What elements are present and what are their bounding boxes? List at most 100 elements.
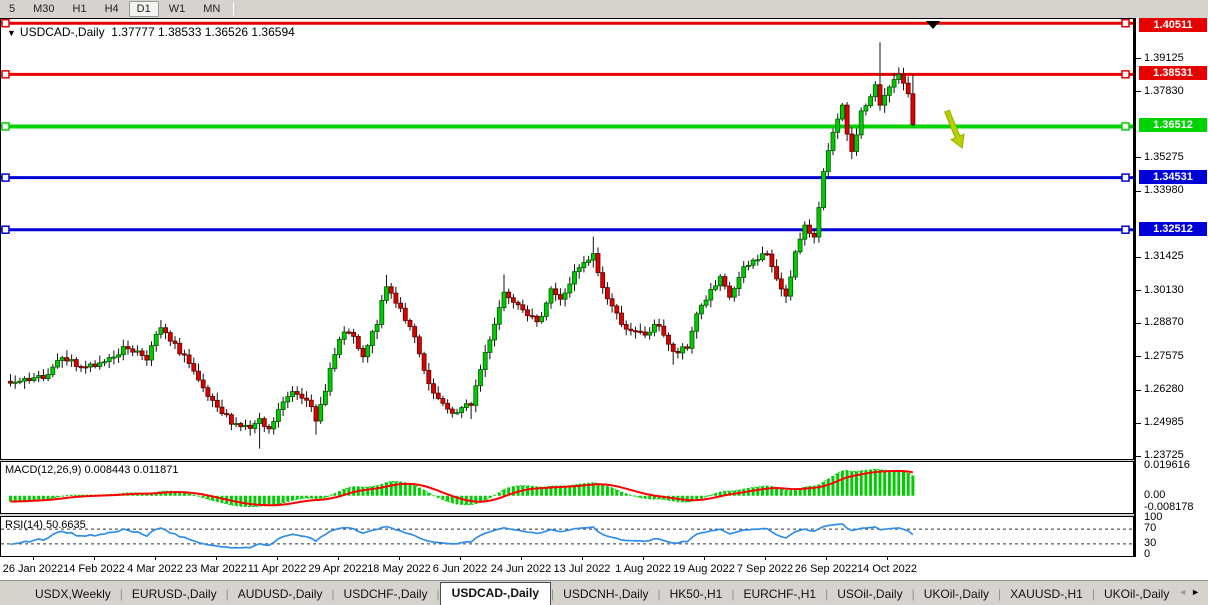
price-badge-1.32512: 1.32512 [1139,221,1207,236]
candle [41,369,46,382]
tab-separator: | [998,587,1002,601]
chart-title-symbol: USDCAD-,Daily [19,25,105,39]
price-line-1.40511[interactable] [1,19,1133,28]
candle [402,302,408,324]
candle [454,408,460,415]
line-handle[interactable] [1121,173,1130,182]
macd-canvas[interactable] [1,462,1133,513]
line-handle[interactable] [1,70,10,79]
candle [280,396,286,416]
timeframe-button-M30[interactable]: M30 [33,3,55,15]
price-axis[interactable]: 1.39125 1.37830 1.35275 1.33980 1.31425 1.301… [1134,18,1208,560]
candle [294,386,300,400]
candle [703,295,709,308]
tab-xauusd-h1[interactable]: XAUUSD-,H1 [1010,587,1083,601]
line-handle[interactable] [1,19,10,28]
candle [210,393,216,408]
price-line-1.32512[interactable] [1,225,1133,234]
candle [243,419,248,431]
price-tick-label: 1.30130 [1144,283,1184,296]
timeframe-button-MN[interactable]: MN [203,3,221,15]
price-line-1.34531[interactable] [1,173,1133,182]
tab-usdx-weekly[interactable]: USDX,Weekly [35,587,111,601]
candle [238,421,244,432]
line-handle[interactable] [1121,19,1130,28]
candle [562,288,568,307]
price-line-1.36512[interactable] [1,122,1133,131]
candle [576,264,582,279]
candle [506,288,512,305]
candle [261,416,267,432]
toolbar-divider [233,2,235,16]
line-handle[interactable] [1121,70,1130,79]
candle [233,417,239,428]
date-tick-label: 6 Jun 2022 [432,563,488,575]
price-chart-canvas[interactable] [1,19,1133,459]
candle [802,221,808,246]
date-tick-mark [521,557,522,560]
line-handle[interactable] [1121,225,1130,234]
price-tick-label: 1.33980 [1144,184,1184,197]
tab-scroll-right-icon[interactable]: ► [1191,587,1204,597]
candle [290,386,295,402]
price-line-1.38531[interactable] [1,70,1133,79]
candle [355,334,361,351]
timeframe-button-H1[interactable]: H1 [72,3,87,15]
rsi-line [10,523,914,549]
date-tick-label: 24 Jun 2022 [490,563,552,575]
date-tick-mark [704,557,705,560]
candle [496,300,502,331]
timeframe-button-D1[interactable]: D1 [128,1,159,17]
tab-ukoil-daily[interactable]: UKOil-,Daily [1103,587,1170,601]
candle [398,297,404,313]
candle [163,323,169,340]
line-handle[interactable] [1,173,10,182]
candle [360,345,366,363]
candle [637,323,643,335]
tab-eurusd-daily[interactable]: EURUSD-,Daily [131,587,217,601]
tab-ukoil-daily[interactable]: UKOil-,Daily [923,587,990,601]
date-tick-mark [216,557,217,560]
high-marker-icon[interactable] [926,21,940,29]
candle [633,326,638,339]
candle [191,357,197,375]
candle [581,256,587,273]
tab-audusd-daily[interactable]: AUDUSD-,Daily [237,587,323,601]
chart-tab-bar: USDX,Weekly | EURUSD-,Daily | AUDUSD-,Daily |… [0,580,1208,605]
candle [374,319,380,340]
tab-eurchf-h1[interactable]: EURCHF-,H1 [743,587,817,601]
candle [97,355,103,370]
price-tick-label: 1.37830 [1144,84,1184,97]
price-tick-mark [1136,91,1141,93]
tab-usdchf-daily[interactable]: USDCHF-,Daily [343,587,428,601]
price-badge-1.38531: 1.38531 [1139,66,1207,81]
tab-usdcnh-daily[interactable]: USDCNH-,Daily [563,587,649,601]
date-axis[interactable]: 26 Jan 2022 14 Feb 2022 4 Mar 2022 23 Mar 2… [0,557,1208,580]
candle [778,272,784,297]
timeframe-button-W1[interactable]: W1 [168,3,186,15]
line-handle[interactable] [1,225,10,234]
tab-usoil-daily[interactable]: USOil-,Daily [837,587,903,601]
candle [83,360,89,374]
candle [567,276,573,298]
line-handle[interactable] [1121,122,1130,131]
candle [322,384,328,407]
candle [680,343,685,360]
timeframe-toolbar: 5 M30 H1 H4 D1 W1 MN [0,0,1208,18]
candle [844,101,850,142]
timeframe-button-H4[interactable]: H4 [104,3,119,15]
candle [271,417,277,435]
rsi-canvas[interactable] [1,517,1133,556]
down-arrow-annotation[interactable] [944,109,965,149]
tab-scroll-left-icon[interactable]: ◄ [1178,587,1192,597]
rsi-axis-label: 0 [1144,548,1151,560]
timeframe-button-5[interactable]: 5 [9,3,16,15]
candle [393,286,399,309]
price-badge-1.34531: 1.34531 [1139,169,1207,184]
tab-usdcad-daily[interactable]: USDCAD-,Daily [439,582,552,605]
candle [868,93,873,108]
line-handle[interactable] [1,122,10,131]
symbol-dropdown-icon[interactable]: ▼ [7,28,16,38]
price-tick-mark [1136,157,1141,159]
tab-hk50-h1[interactable]: HK50-,H1 [669,587,723,601]
